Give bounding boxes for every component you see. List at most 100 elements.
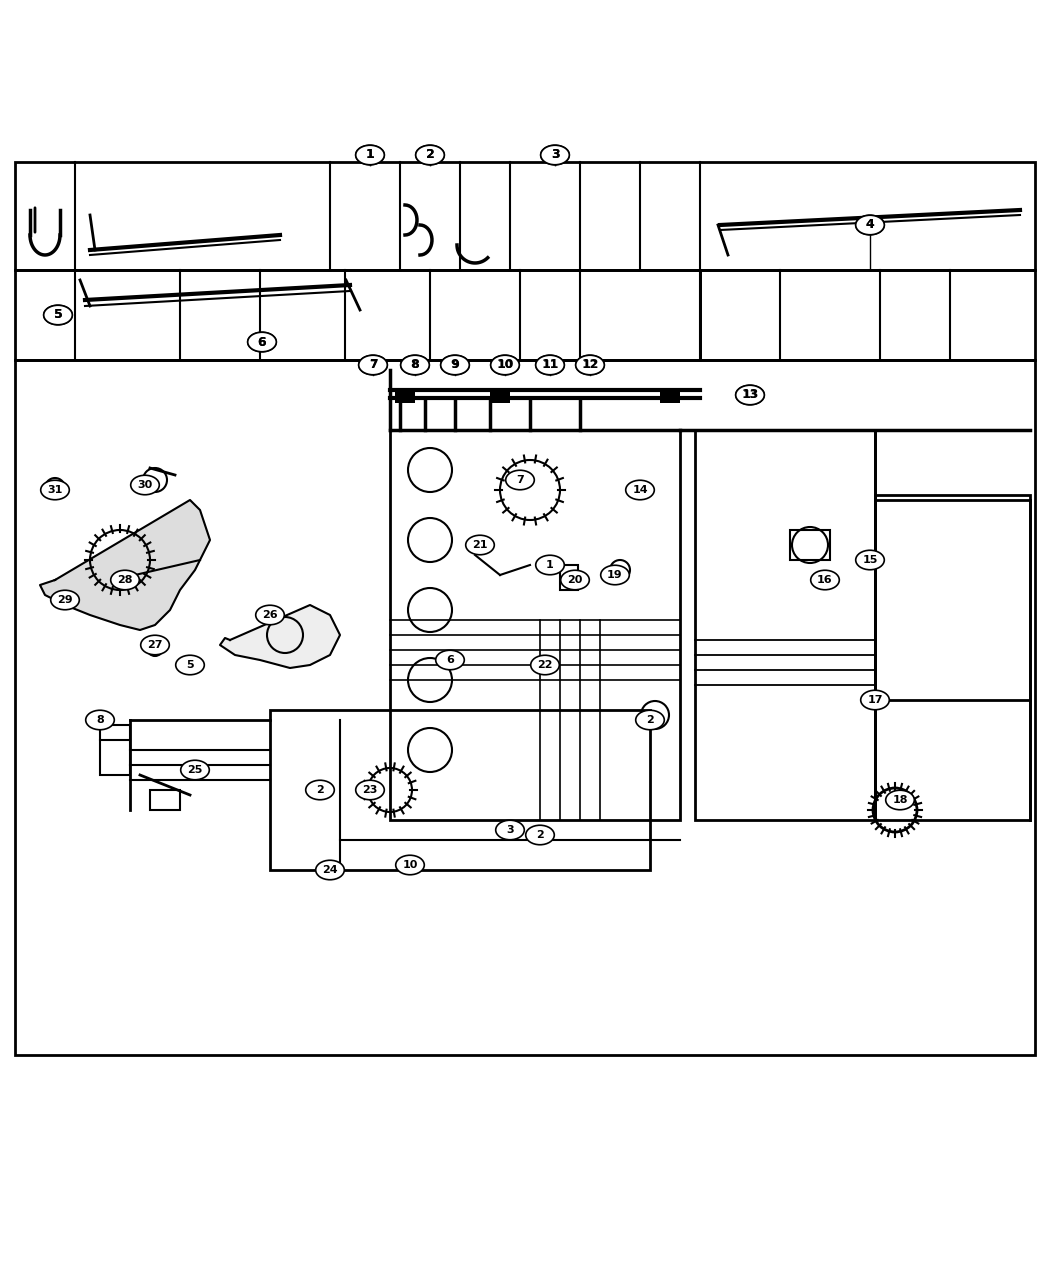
Ellipse shape [506, 470, 534, 490]
Ellipse shape [490, 356, 520, 375]
Ellipse shape [536, 555, 564, 575]
Text: 13: 13 [742, 390, 758, 400]
Text: 28: 28 [118, 575, 132, 585]
Text: 20: 20 [567, 575, 583, 585]
Ellipse shape [856, 215, 884, 235]
Text: 8: 8 [97, 715, 104, 725]
Ellipse shape [541, 145, 569, 164]
Text: 1: 1 [365, 148, 375, 162]
Text: 11: 11 [542, 360, 558, 370]
Text: 1: 1 [365, 148, 375, 162]
Text: 31: 31 [47, 484, 63, 495]
Text: 5: 5 [186, 660, 194, 669]
Text: 7: 7 [370, 360, 377, 370]
Bar [490, 388, 510, 403]
Text: 7: 7 [517, 476, 524, 484]
Text: 3: 3 [550, 148, 560, 162]
Text: 9: 9 [452, 360, 459, 370]
Text: 11: 11 [541, 358, 559, 371]
Ellipse shape [736, 385, 764, 404]
Text: 14: 14 [632, 484, 648, 495]
Ellipse shape [306, 780, 334, 799]
Ellipse shape [141, 635, 169, 655]
Text: 5: 5 [54, 309, 62, 321]
Ellipse shape [736, 385, 764, 404]
Ellipse shape [490, 356, 520, 375]
Text: 17: 17 [867, 695, 883, 705]
Ellipse shape [130, 476, 160, 495]
Text: 3: 3 [550, 148, 560, 162]
Ellipse shape [496, 820, 524, 840]
Ellipse shape [530, 655, 560, 674]
Ellipse shape [396, 856, 424, 875]
Text: 6: 6 [446, 655, 454, 666]
Text: 29: 29 [57, 595, 72, 606]
Ellipse shape [41, 481, 69, 500]
Bar [875, 495, 1030, 820]
Polygon shape [220, 606, 340, 668]
Ellipse shape [248, 333, 276, 352]
Bar [100, 725, 130, 775]
Text: 10: 10 [498, 360, 512, 370]
Text: 22: 22 [538, 660, 552, 669]
Bar [560, 565, 578, 590]
Bar [660, 388, 680, 403]
Text: 12: 12 [583, 360, 597, 370]
Text: 13: 13 [741, 389, 759, 402]
Ellipse shape [575, 356, 605, 375]
Ellipse shape [856, 215, 884, 235]
Text: 2: 2 [646, 715, 654, 725]
Bar [15, 162, 1035, 270]
Text: 25: 25 [187, 765, 203, 775]
Ellipse shape [86, 710, 114, 729]
Ellipse shape [441, 356, 469, 375]
Text: 24: 24 [322, 864, 338, 875]
Ellipse shape [561, 570, 589, 590]
Text: 4: 4 [865, 218, 875, 232]
Ellipse shape [466, 536, 495, 555]
Ellipse shape [110, 570, 140, 590]
Ellipse shape [526, 825, 554, 845]
Text: 6: 6 [257, 335, 267, 348]
Ellipse shape [175, 655, 205, 674]
Ellipse shape [316, 861, 344, 880]
Bar [790, 530, 830, 560]
Text: 16: 16 [817, 575, 833, 585]
Text: 19: 19 [607, 570, 623, 580]
Ellipse shape [44, 305, 72, 325]
Text: 27: 27 [147, 640, 163, 650]
Bar [390, 430, 680, 820]
Ellipse shape [359, 356, 387, 375]
Bar [270, 710, 650, 870]
Ellipse shape [626, 481, 654, 500]
Ellipse shape [356, 145, 384, 164]
Text: 2: 2 [425, 148, 435, 162]
Ellipse shape [356, 780, 384, 799]
Bar [700, 270, 1035, 360]
Ellipse shape [635, 710, 665, 729]
Text: 2: 2 [425, 148, 435, 162]
Text: 6: 6 [257, 335, 267, 348]
Text: 3: 3 [506, 825, 513, 835]
Text: 10: 10 [497, 358, 513, 371]
Ellipse shape [181, 760, 209, 780]
Text: 26: 26 [262, 609, 278, 620]
Text: 12: 12 [582, 358, 598, 371]
Ellipse shape [356, 145, 384, 164]
Bar [150, 790, 180, 810]
Ellipse shape [248, 333, 276, 352]
Bar [15, 360, 1035, 1054]
Text: 7: 7 [369, 358, 377, 371]
Ellipse shape [441, 356, 469, 375]
Ellipse shape [436, 650, 464, 669]
Ellipse shape [856, 551, 884, 570]
Ellipse shape [811, 570, 839, 590]
Text: 10: 10 [402, 861, 418, 870]
Polygon shape [40, 500, 210, 630]
Text: 4: 4 [865, 218, 875, 232]
Bar [395, 388, 415, 403]
Ellipse shape [861, 690, 889, 710]
Ellipse shape [575, 356, 605, 375]
Ellipse shape [601, 565, 629, 585]
Bar [15, 270, 700, 360]
